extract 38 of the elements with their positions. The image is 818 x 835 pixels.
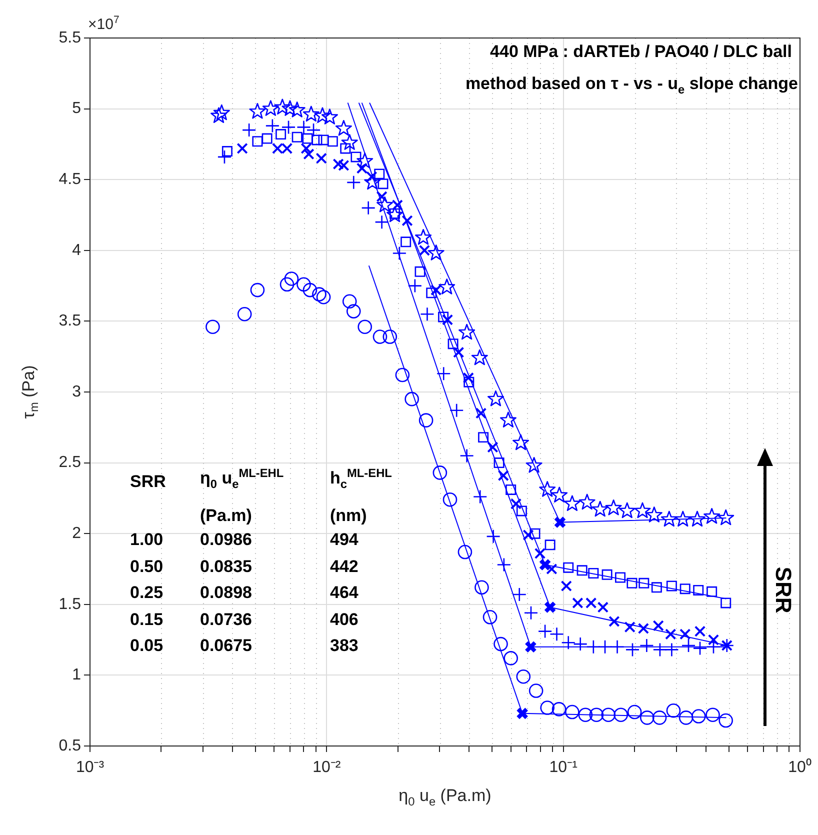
annotation: 442 xyxy=(330,557,358,577)
x-tick-label: 10⁻¹ xyxy=(549,759,578,776)
x-tick-label: 10⁻³ xyxy=(76,759,105,776)
y-tick-label: 5 xyxy=(72,100,82,118)
y-tick-label: 4 xyxy=(72,242,82,259)
annotation: 0.0986 xyxy=(200,530,252,550)
x-tick-label: 10⁰ xyxy=(788,758,812,776)
annotation: 0.15 xyxy=(130,610,164,630)
annotation: 0.05 xyxy=(130,636,164,656)
x-tick-label: 10⁻² xyxy=(312,759,342,776)
y-tick-label: 5.5 xyxy=(58,29,82,46)
annotation: 0.0736 xyxy=(200,610,252,630)
annotation: 0.0675 xyxy=(200,636,252,656)
annotation: 1.00 xyxy=(130,530,164,550)
y-tick-label: 2 xyxy=(72,525,82,542)
annotation: 0.0898 xyxy=(200,583,252,603)
y-tick-label: 1.5 xyxy=(58,596,82,613)
y-tick-label: 2.5 xyxy=(58,454,82,472)
x-axis-title: η$_{0}$ u$_{e}$ (Pa.m) xyxy=(398,786,492,808)
annotation: SRR xyxy=(130,472,166,492)
annotation: 383 xyxy=(330,636,358,656)
text: method based on τ - vs - u$_{e}$ slope change xyxy=(465,74,798,96)
chart-title: 440 MPa : dARTEb / PAO40 / DLC ball xyxy=(490,42,792,62)
y-tick-label: 3 xyxy=(72,383,82,400)
annotation: 0.25 xyxy=(130,583,164,603)
annotation: 0.0835 xyxy=(200,557,252,577)
y-tick-label: 4.5 xyxy=(58,171,82,188)
y-tick-label: 1 xyxy=(72,666,82,684)
y-tick-label: 0.5 xyxy=(58,737,82,754)
annotation: (Pa.m) xyxy=(200,506,252,526)
text: ×10$^{7}$ xyxy=(88,14,120,33)
annotation: 464 xyxy=(330,583,358,603)
annotation: 494 xyxy=(330,530,358,550)
annotation: (nm) xyxy=(330,506,367,526)
annotation: 0.50 xyxy=(130,557,164,577)
annotation: SRR xyxy=(770,566,796,614)
annotation: 406 xyxy=(330,610,358,630)
y-tick-label: 3.5 xyxy=(58,312,82,330)
